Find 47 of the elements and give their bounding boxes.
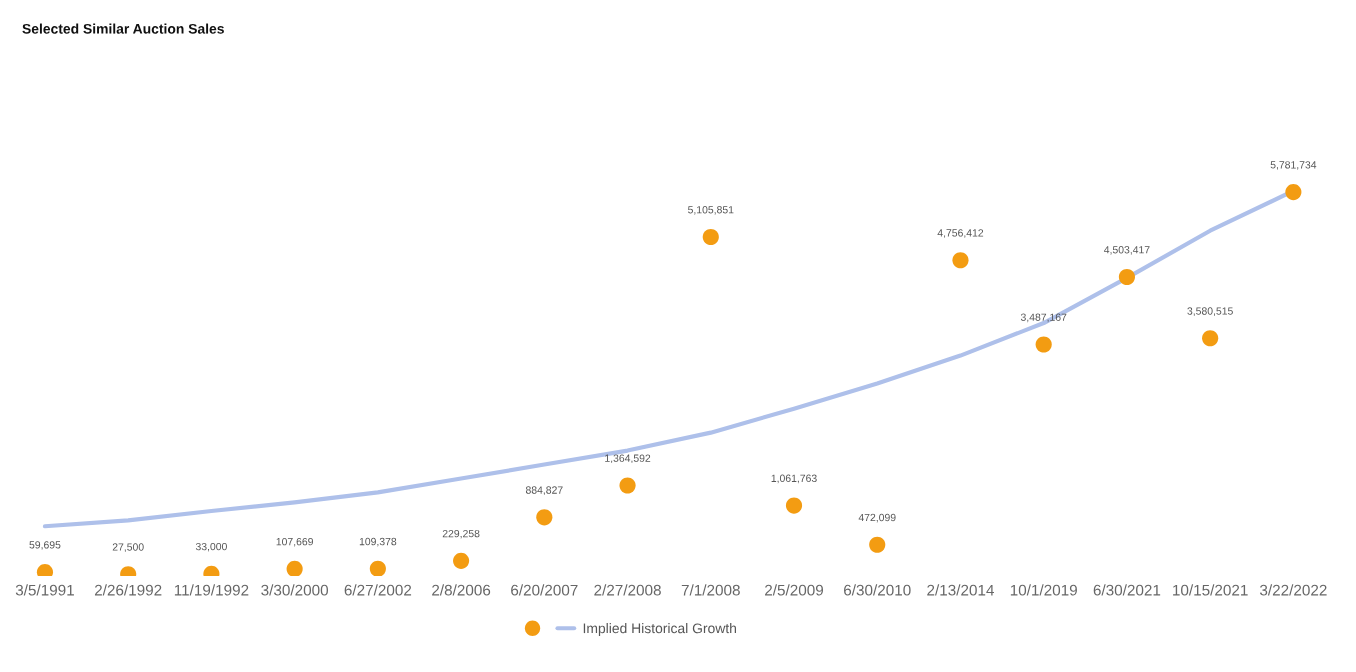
x-tick-label: 10/15/2021: [1173, 584, 1248, 596]
point: [453, 552, 470, 569]
data-label: 472,099: [858, 513, 896, 523]
data-label: 59,695: [29, 541, 61, 550]
data-label: 107,669: [276, 537, 313, 547]
x-tick-label: 3/22/2022: [1259, 584, 1327, 596]
x-tick-label: 2/27/2008: [594, 584, 661, 596]
data-label: 229,258: [442, 529, 480, 539]
chart-title: Selected Similar Auction Sales: [22, 23, 224, 34]
data-label: 3,580,515: [1187, 307, 1233, 316]
data-label: 1,364,592: [605, 454, 651, 464]
x-tick-label: 6/20/2007: [511, 584, 578, 596]
point: [1035, 336, 1052, 353]
legend-label: Implied Historical Growth: [583, 623, 736, 636]
data-label: 4,503,417: [1103, 246, 1150, 255]
data-label: 27,500: [112, 543, 144, 552]
x-tick-label: 10/1/2019: [1010, 584, 1077, 596]
x-tick-label: 7/1/2008: [681, 584, 740, 596]
data-label: 884,827: [525, 486, 563, 495]
x-tick-label: 2/5/2009: [765, 584, 824, 596]
data-label: 33,000: [195, 542, 227, 552]
point: [785, 497, 803, 514]
point: [869, 536, 886, 553]
point: [1118, 268, 1135, 286]
x-tick-label: 3/5/1991: [15, 584, 74, 596]
data-label: 1,061,763: [771, 474, 817, 484]
x-tick-label: 2/26/1992: [94, 584, 162, 596]
data-label: 4,756,412: [937, 229, 984, 238]
data-label: 109,378: [359, 537, 397, 547]
x-tick-label: 3/30/2000: [261, 584, 329, 596]
point: [536, 509, 553, 526]
x-tick-label: 6/30/2010: [844, 584, 911, 596]
point: [702, 228, 719, 246]
point: [286, 560, 303, 576]
point: [619, 477, 636, 494]
point: [369, 560, 386, 576]
x-tick-label: 2/13/2014: [927, 584, 994, 596]
x-tick-label: 2/8/2006: [432, 584, 491, 596]
data-label: 5,105,851: [688, 206, 734, 215]
x-tick-label: 6/30/2021: [1093, 584, 1161, 596]
data-label: 5,781,734: [1270, 161, 1317, 170]
point: [1285, 184, 1302, 201]
data-label: 3,487,167: [1020, 313, 1067, 323]
point: [1202, 330, 1219, 347]
x-tick-label: 11/19/1992: [174, 584, 249, 596]
point: [952, 252, 969, 269]
x-tick-label: 6/27/2002: [344, 584, 412, 596]
